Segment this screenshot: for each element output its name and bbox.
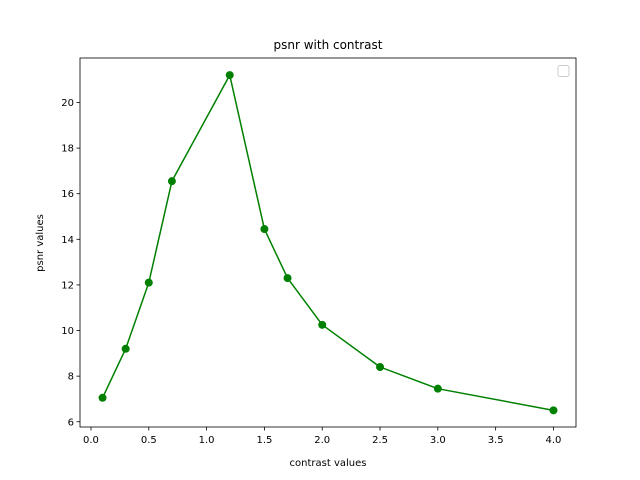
y-tick-label: 14 xyxy=(61,235,74,246)
plot-area: 0.0 0.5 1.0 1.5 2.0 2.5 3.0 3.5 4.0 6 8 10 12 14 16 18 2… xyxy=(61,57,577,446)
data-point xyxy=(225,71,234,80)
x-tick-label: 4.0 xyxy=(546,435,562,446)
data-point xyxy=(167,177,176,186)
x-tick-label: 0.0 xyxy=(83,435,99,446)
y-tick-label: 18 xyxy=(61,144,74,155)
data-point xyxy=(376,363,385,372)
y-tick-label: 8 xyxy=(68,372,74,383)
x-tick-label: 2.0 xyxy=(314,435,330,446)
y-tick-label: 10 xyxy=(61,326,74,337)
y-tick-label: 12 xyxy=(61,280,74,291)
data-point xyxy=(549,406,558,415)
x-tick-label: 3.0 xyxy=(430,435,446,446)
y-axis-label: psnr values xyxy=(35,214,46,272)
data-point xyxy=(318,320,327,329)
x-tick-label: 0.5 xyxy=(141,435,157,446)
chart-title: psnr with contrast xyxy=(274,38,383,52)
x-tick-label: 1.5 xyxy=(256,435,272,446)
data-point xyxy=(121,344,130,353)
y-tick-label: 6 xyxy=(68,417,74,428)
x-axis-label: contrast values xyxy=(290,458,367,469)
y-tick-label: 16 xyxy=(61,189,74,200)
data-point xyxy=(433,384,442,393)
data-point xyxy=(260,225,269,234)
data-point xyxy=(283,274,292,283)
data-point xyxy=(98,393,107,402)
legend-box xyxy=(557,65,570,77)
plot-frame xyxy=(79,57,577,428)
x-tick-label: 2.5 xyxy=(372,435,388,446)
y-tick-label: 20 xyxy=(61,98,74,109)
x-tick-label: 3.5 xyxy=(488,435,504,446)
data-point xyxy=(144,278,153,287)
x-tick-label: 1.0 xyxy=(199,435,215,446)
